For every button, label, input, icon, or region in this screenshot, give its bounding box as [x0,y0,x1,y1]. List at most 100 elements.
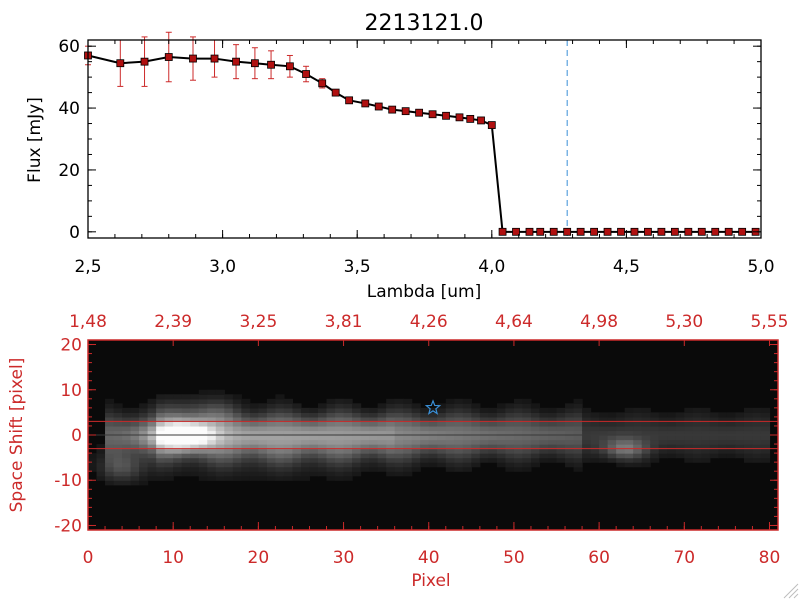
image-cell [130,439,140,445]
data-point [630,227,639,236]
image-cell [616,444,626,450]
image-cell [215,430,225,436]
image-cell [173,466,183,472]
image-cell [275,439,285,445]
image-cell [726,430,737,436]
image-cell [667,425,677,432]
image-cell [403,457,413,463]
image-cell [181,462,191,468]
image-cell [105,421,115,427]
image-cell [471,403,481,409]
image-cell [471,416,481,423]
image-cell [709,430,719,436]
image-cell [173,435,183,441]
image-cell [130,444,140,450]
image-cell [139,412,149,418]
image-cell [548,444,558,450]
image-cell [556,425,566,432]
image-cell [760,407,771,413]
image-cell [241,466,251,472]
image-cell [752,448,762,454]
image-cell [266,462,277,468]
image-cell [513,403,524,409]
image-cell [479,421,489,427]
image-cell [232,412,242,418]
image-cell [215,462,225,468]
image-cell [215,475,225,481]
image-cell [173,444,183,450]
image-cell [258,444,268,450]
image-cell [394,421,404,427]
image-cell [335,466,345,472]
image-cell [471,421,481,427]
image-cell [352,471,362,477]
image-cell [215,403,225,409]
image-cell [675,412,685,418]
image-cell [548,412,558,418]
top-axis-tick-label: 5,30 [665,312,703,332]
image-cell [360,421,370,427]
image-cell [241,475,251,481]
image-cell [326,462,336,468]
image-cell [624,444,634,450]
top-plot-frame [87,39,762,239]
image-cell [369,425,379,432]
image-cell [582,421,592,427]
image-cell [122,421,132,427]
image-cell [249,471,259,477]
image-cell [139,453,149,459]
image-cell [462,416,472,423]
data-point [210,54,219,63]
image-cell [156,412,166,418]
image-cell [343,398,353,404]
image-cell [335,435,345,441]
image-cell [266,444,277,450]
image-cell [249,444,259,450]
image-cell [752,407,762,413]
image-cell [105,412,115,418]
image-cell [565,430,575,436]
image-cell [105,403,115,409]
image-cell [326,457,336,463]
image-cell [318,421,328,427]
image-cell [726,448,737,454]
image-cell [241,462,251,468]
image-cell [207,430,217,436]
resize-grip-icon[interactable] [783,583,799,599]
image-cell [360,439,370,445]
image-cell [479,407,489,413]
image-cell [709,448,719,454]
image-cell [616,435,626,441]
image-cell [258,430,268,436]
image-cell [258,462,268,468]
image-cell [616,462,626,468]
image-cell [684,453,694,459]
image-cell [266,398,277,404]
image-cell [394,466,404,472]
image-cell [488,412,498,418]
image-cell [156,475,166,481]
image-cell [300,444,311,450]
image-cell [496,425,507,432]
image-cell [241,439,251,445]
image-cell [292,457,302,463]
image-cell [479,439,489,445]
image-cell [283,403,294,409]
image-cell [394,435,404,441]
image-cell [96,475,106,481]
image-cell [309,412,319,418]
image-cell [462,421,472,427]
data-point [401,107,410,116]
image-cell [530,462,541,468]
image-cell [335,416,345,423]
image-cell [318,407,328,413]
image-cell [462,453,472,459]
image-cell [445,444,455,450]
image-cell [718,453,728,459]
image-cell [352,416,362,423]
image-cell [147,466,157,472]
image-cell [181,466,191,472]
image-cell [181,421,191,427]
image-cell [479,435,489,441]
image-cell [616,412,626,418]
